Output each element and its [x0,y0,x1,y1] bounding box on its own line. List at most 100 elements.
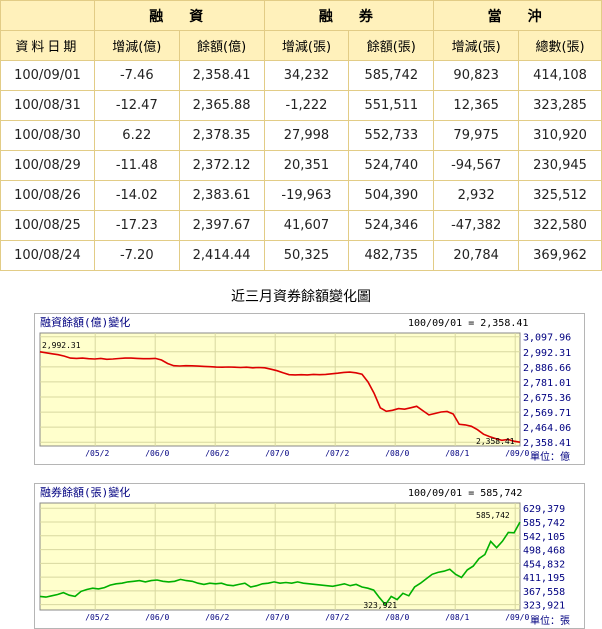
y-tick-label: 2,569.71 [523,408,571,419]
table-cell: 2,365.88 [178,90,265,121]
table-cell: 12,365 [433,90,520,121]
table-cell: -14.02 [93,180,180,211]
table-cell: 20,784 [433,240,520,271]
plot-area [39,332,521,447]
min-value-label: 2,358.41 [476,437,515,446]
column-header: 餘額(張) [348,30,435,61]
column-header: 餘額(億) [178,30,265,61]
x-tick-label: /08/0 [385,613,409,622]
table-cell: 414,108 [518,60,602,91]
table-cell: 41,607 [263,210,350,241]
table-cell: 310,920 [518,120,602,151]
column-header: 增減(張) [433,30,520,61]
unit-label: 單位：億 [530,450,570,463]
table-cell: 100/08/24 [0,240,95,271]
x-tick-label: /07/0 [265,449,289,458]
y-tick-label: 454,832 [523,559,565,570]
table-cell: -11.48 [93,150,180,181]
group-header-day-trade: 當 沖 [433,0,602,31]
x-tick-label: /07/2 [325,613,349,622]
x-tick-label: /07/0 [265,613,289,622]
margin-table: 融 資 融 券 當 沖 資料日期 增減(億) 餘額(億) 增減(張) 餘額(張)… [0,0,602,271]
min-value-label: 323,921 [363,601,397,610]
table-cell: 322,580 [518,210,602,241]
table-cell: 100/08/25 [0,210,95,241]
table-cell: 100/08/29 [0,150,95,181]
table-cell: 100/09/01 [0,60,95,91]
table-cell: 230,945 [518,150,602,181]
y-tick-label: 2,886.66 [523,363,571,374]
table-row: 100/08/30 6.22 2,378.35 27,998 552,733 79,975… [0,120,602,151]
table-row: 100/08/25 -17.23 2,397.67 41,607 524,346 -47,… [0,210,602,241]
x-tick-label: /05/2 [85,449,109,458]
column-header: 資料日期 [0,30,95,61]
table-cell: 34,232 [263,60,350,91]
table-cell: 325,512 [518,180,602,211]
x-tick-label: /06/0 [145,613,169,622]
table-cell: 504,390 [348,180,435,211]
x-tick-label: /06/0 [145,449,169,458]
charts-caption: 近三月資券餘額變化圖 [231,289,371,305]
y-tick-label: 542,105 [523,532,565,543]
table-cell: 20,351 [263,150,350,181]
y-tick-label: 2,675.36 [523,393,571,404]
table-cell: 50,325 [263,240,350,271]
chart-title: 融券餘額(張)變化 [40,485,130,499]
table-cell: -17.23 [93,210,180,241]
table-cell: 2,932 [433,180,520,211]
unit-label: 單位：張 [530,614,570,627]
table-cell: -7.20 [93,240,180,271]
x-tick-label: /07/2 [325,449,349,458]
y-tick-label: 585,742 [523,518,565,529]
column-header: 增減(張) [263,30,350,61]
table-cell: 100/08/31 [0,90,95,121]
series-line [39,521,521,607]
x-tick-label: /06/2 [205,449,229,458]
table-cell: -7.46 [93,60,180,91]
table-cell: 2,383.61 [178,180,265,211]
table-cell: 524,740 [348,150,435,181]
y-tick-label: 498,468 [523,546,565,557]
table-cell: 369,962 [518,240,602,271]
table-cell: 90,823 [433,60,520,91]
x-tick-label: /08/1 [445,613,469,622]
y-tick-label: 367,558 [523,587,565,598]
table-row: 100/08/26 -14.02 2,383.61 -19,963 504,390 2,9… [0,180,602,211]
max-value-label: 2,992.31 [42,341,81,350]
table-cell: -1,222 [263,90,350,121]
table-cell: 2,397.67 [178,210,265,241]
y-tick-label: 2,358.41 [523,438,571,449]
y-tick-label: 2,464.06 [523,423,571,434]
table-cell: 2,378.35 [178,120,265,151]
table-row: 100/08/24 -7.20 2,414.44 50,325 482,735 20,78… [0,240,602,271]
y-tick-label: 3,097.96 [523,333,571,344]
chart-title: 融資餘額(億)變化 [40,315,130,329]
x-tick-label: /06/2 [205,613,229,622]
x-tick-label: /09/0 [505,613,529,622]
column-header: 增減(億) [93,30,180,61]
table-cell: 6.22 [93,120,180,151]
table-row: 100/08/31 -12.47 2,365.88 -1,222 551,511 12,3… [0,90,602,121]
column-header: 總數(張) [518,30,602,61]
x-tick-label: /09/0 [505,449,529,458]
table-cell: -19,963 [263,180,350,211]
table-cell: 552,733 [348,120,435,151]
table-cell: 323,285 [518,90,602,121]
x-tick-label: /05/2 [85,613,109,622]
y-tick-label: 629,379 [523,504,565,515]
table-row: 100/08/29 -11.48 2,372.12 20,351 524,740 -94,… [0,150,602,181]
margin-balance-chart: 融資餘額(億)變化 100/09/01 = 2,358.41 3,097.96 2,9… [34,313,585,465]
y-tick-label: 2,781.01 [523,378,571,389]
chart-current-value: 100/09/01 = 2,358.41 [408,318,528,329]
series-line [39,351,521,443]
y-tick-label: 2,992.31 [523,348,571,359]
table-cell: 551,511 [348,90,435,121]
group-header-short-sale: 融 券 [263,0,435,31]
chart-current-value: 100/09/01 = 585,742 [408,488,522,499]
table-cell: 27,998 [263,120,350,151]
plot-area [39,502,521,611]
group-header-blank [0,0,95,31]
table-row: 100/09/01 -7.46 2,358.41 34,232 585,742 90,82… [0,60,602,91]
table-cell: 100/08/26 [0,180,95,211]
